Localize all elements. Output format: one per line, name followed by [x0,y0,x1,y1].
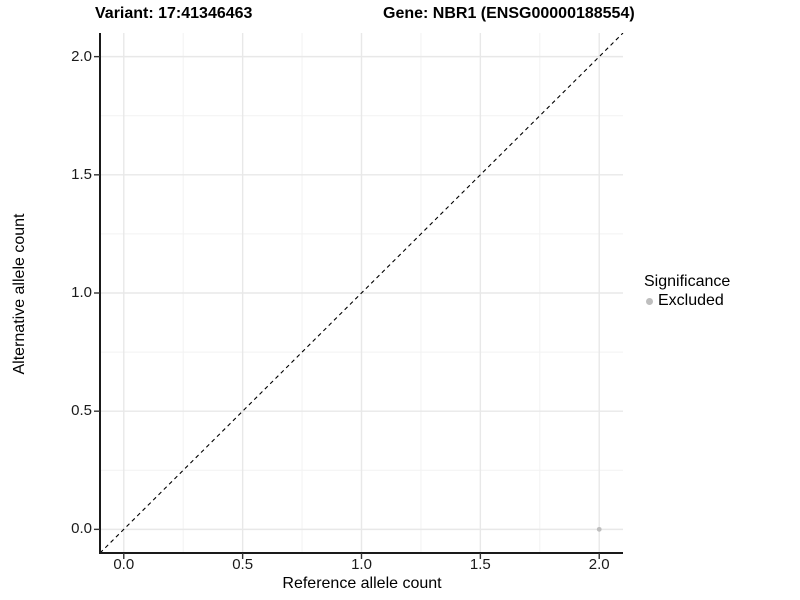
x-tick-label: 0.0 [113,556,135,573]
x-tick-label: 1.5 [469,556,491,573]
legend: Significance Excluded [644,273,730,310]
x-tick-label: 2.0 [588,556,610,573]
identity-line [99,33,624,554]
y-tick-label: 0.0 [71,520,92,538]
legend-item-label: Excluded [658,292,724,309]
y-tick-label: 2.0 [71,47,92,65]
gene-title: Gene: NBR1 (ENSG00000188554) [383,5,635,22]
y-tick-label: 0.5 [71,402,92,420]
y-tick-label: 1.5 [71,165,92,183]
y-axis-title: Alternative allele count [11,213,28,375]
variant-title: Variant: 17:41346463 [95,5,253,22]
x-tick-label: 1.0 [351,556,372,573]
plot-panel [94,33,624,559]
data-point [596,526,602,532]
x-axis-title: Reference allele count [282,575,442,592]
y-tick-label: 1.0 [71,284,92,301]
x-tick-label: 0.5 [232,556,254,573]
legend-title: Significance [644,273,731,290]
legend-item-excluded: Excluded [644,292,730,310]
excluded-point-icon [646,297,653,305]
